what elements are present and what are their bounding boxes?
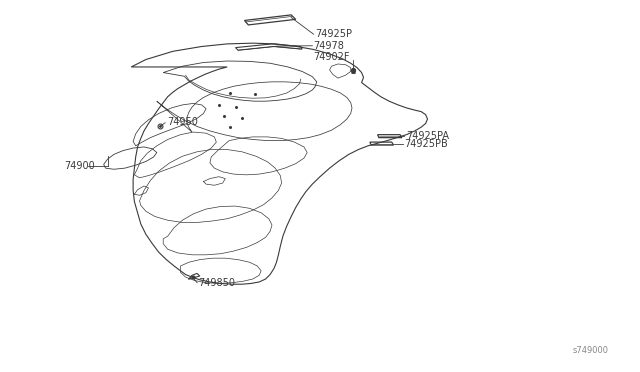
Text: 749850: 749850 bbox=[198, 279, 236, 288]
Text: 74900: 74900 bbox=[64, 161, 95, 170]
Text: 74925PA: 74925PA bbox=[406, 131, 449, 141]
Text: s749000: s749000 bbox=[573, 346, 609, 355]
Text: 74978: 74978 bbox=[314, 41, 344, 51]
Text: 74950: 74950 bbox=[168, 117, 198, 127]
Text: 74925P: 74925P bbox=[315, 29, 352, 39]
Text: 74902F: 74902F bbox=[314, 52, 350, 61]
Text: 74925PB: 74925PB bbox=[404, 139, 448, 148]
